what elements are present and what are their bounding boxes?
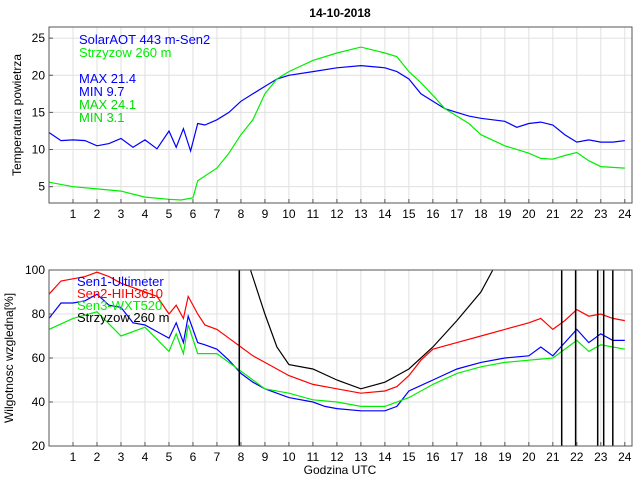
x-tick-label: 5 [166,207,173,221]
x-tick-label: 20 [522,207,536,221]
y-tick-label: 5 [38,180,45,194]
x-tick-label: 3 [118,207,125,221]
x-tick-label: 4 [142,207,149,221]
x-tick-label: 21 [546,450,560,464]
y-tick-label: 20 [32,439,46,453]
series-line-sen3-wxt520 [48,311,625,407]
x-tick-label: 18 [474,207,488,221]
x-tick-label: 13 [354,450,368,464]
stat-annotation: MAX 24.1 [79,97,136,112]
x-tick-label: 12 [330,450,344,464]
y-tick-label: 20 [32,68,46,82]
x-tick-label: 22 [570,450,584,464]
x-tick-label: 14 [378,450,392,464]
x-tick-label: 24 [618,207,632,221]
chart-title: 14-10-2018 [309,6,371,20]
x-tick-label: 2 [94,450,101,464]
legend-entry: Strzyzow 260 m [79,45,171,60]
x-tick-label: 16 [426,450,440,464]
y-tick-label: 10 [32,143,46,157]
x-tick-label: 9 [262,450,269,464]
x-tick-label: 18 [474,450,488,464]
y-tick-label: 25 [32,31,46,45]
legend-entry: SolarAOT 443 m-Sen2 [79,32,210,47]
legend-entry: Sen1-Ultimeter [77,274,164,289]
x-tick-label: 1 [70,450,77,464]
series-line-strzyzow-260-m [249,269,494,390]
x-tick-label: 2 [94,207,101,221]
stat-annotation: MAX 21.4 [79,71,136,86]
x-tick-label: 1 [70,207,77,221]
x-tick-label: 17 [450,207,464,221]
x-tick-label: 8 [238,207,245,221]
y-tick-label: 80 [32,307,46,321]
x-tick-label: 7 [214,450,221,464]
series-line-sen1-ultimeter [48,293,625,412]
x-axis-label: Godzina UTC [304,463,377,477]
x-tick-label: 13 [354,207,368,221]
x-tick-label: 3 [118,450,125,464]
x-tick-label: 15 [402,207,416,221]
x-tick-label: 8 [238,450,245,464]
axes-box [48,26,633,204]
y-axis-label: Wilgotnosc wzgledna[%] [2,293,16,423]
series-line-strzyzow-260-m [48,46,625,201]
x-tick-label: 17 [450,450,464,464]
x-tick-label: 24 [618,450,632,464]
x-tick-label: 11 [307,450,320,464]
x-tick-label: 10 [282,450,296,464]
x-tick-label: 12 [330,207,344,221]
x-tick-label: 19 [498,207,512,221]
legend-entry: Sen2-HIH3610 [77,286,163,301]
stat-annotation: MIN 9.7 [79,84,125,99]
series-line-solaraot-443-m-sen2 [48,64,625,154]
x-tick-label: 9 [262,207,269,221]
legend-entry: Sen3-WXT520 [77,298,162,313]
x-tick-label: 15 [402,450,416,464]
legend-entry: Strzyzow 260 m [77,310,169,325]
y-tick-label: 15 [32,105,46,119]
x-tick-label: 6 [190,207,197,221]
x-tick-label: 19 [498,450,512,464]
x-tick-label: 20 [522,450,536,464]
x-tick-label: 10 [282,207,296,221]
series-line-sen2-hih3610 [48,271,625,394]
x-tick-label: 4 [142,450,149,464]
x-tick-label: 11 [307,207,320,221]
x-tick-label: 14 [378,207,392,221]
x-tick-label: 23 [594,207,608,221]
x-tick-label: 5 [166,450,173,464]
stat-annotation: MIN 3.1 [79,110,125,125]
x-tick-label: 6 [190,450,197,464]
x-tick-label: 23 [594,450,608,464]
x-tick-label: 21 [546,207,560,221]
y-tick-label: 60 [32,351,46,365]
y-tick-label: 100 [25,263,45,277]
y-tick-label: 40 [32,395,46,409]
x-tick-label: 7 [214,207,221,221]
y-axis-label: Temperatura powietrza [10,54,24,176]
x-tick-label: 16 [426,207,440,221]
x-tick-label: 22 [570,207,584,221]
